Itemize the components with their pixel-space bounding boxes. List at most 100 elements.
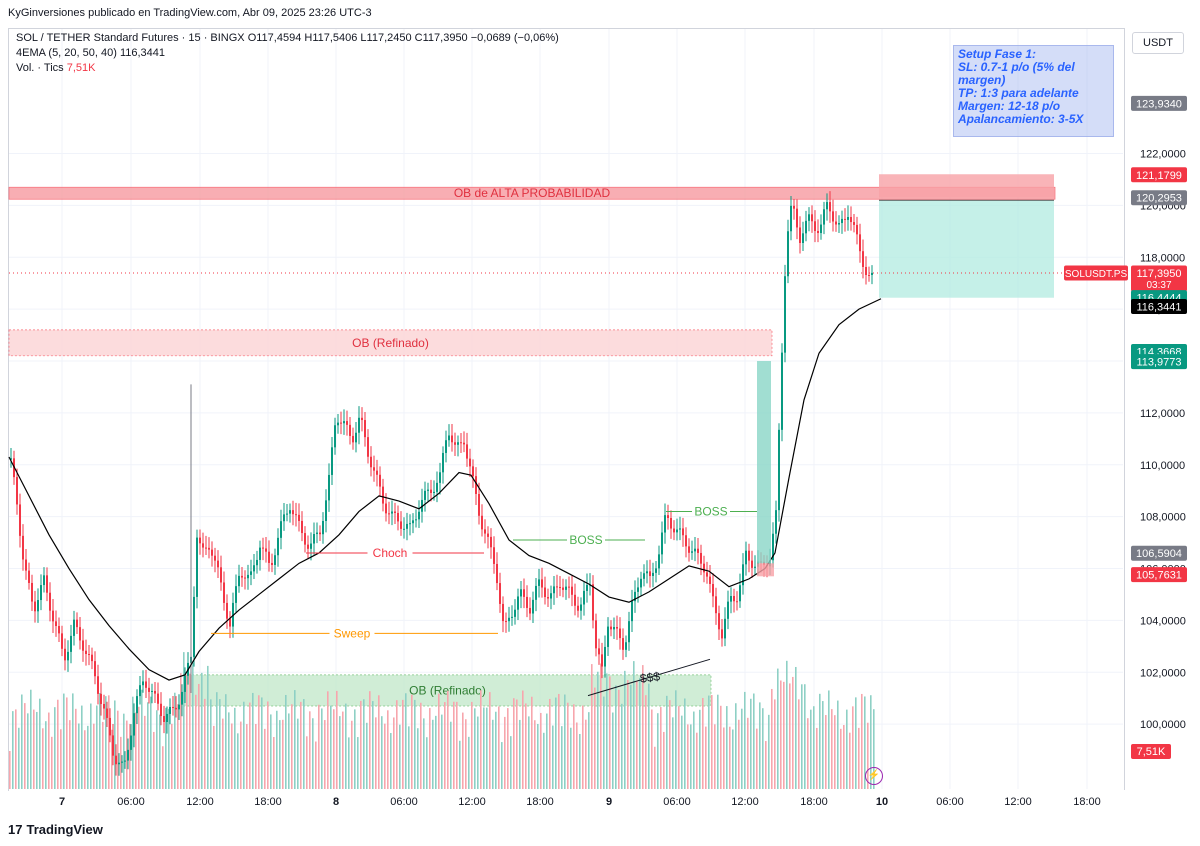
volume-bar [240,721,242,789]
currency-button[interactable]: USDT [1132,32,1184,54]
volume-bar [558,693,560,789]
volume-bar [348,737,350,789]
ema-line: 4EMA (5, 20, 50, 40) 116,3441 [16,46,559,61]
volume-bar [813,706,815,789]
candle-body [715,596,717,614]
candle-body [289,510,291,514]
volume-bar [324,720,326,789]
candle-body [373,467,375,471]
candle-body [388,513,390,515]
candle-body [418,511,420,520]
candle-body [253,565,255,572]
candle-body [409,523,411,525]
price-badge-label: 106,5904 [1136,548,1182,560]
candle-body [31,582,33,602]
candle-body [478,493,480,516]
volume-bar [186,674,188,789]
volume-bar [735,703,737,789]
volume-bar [204,698,206,789]
volume-bar [675,690,677,789]
chart-pane[interactable] [8,28,1125,791]
price-scale[interactable] [1124,28,1193,790]
candle-body [601,654,603,667]
volume-bar [300,701,302,789]
volume-bar [789,683,791,789]
candle-body [364,420,366,438]
candle-body [847,217,849,220]
candle-body [559,587,561,589]
candle-body [592,584,594,621]
volume-bar [801,684,803,789]
candle-body [238,575,240,587]
setup-note[interactable]: Setup Fase 1: SL: 0.7-1 p/o (5% del marg… [953,45,1114,137]
x-tick-label: 18:00 [800,796,828,808]
volume-bar [180,673,182,789]
candle-body [859,234,861,252]
volume-bar [492,719,494,789]
candle-body [73,619,75,636]
volume-bar [246,724,248,789]
candle-body [136,696,138,714]
volume-bar [525,703,527,789]
volume-bar [414,699,416,789]
volume-bar [828,690,830,789]
volume-bar [633,661,635,789]
candle-body [121,761,123,763]
candle-body [526,596,528,608]
volume-bar [780,680,782,789]
volume-bar [309,711,311,789]
candle-body [622,638,624,650]
tradingview-logo[interactable]: 17 TradingView [8,822,103,837]
candle-body [793,205,795,209]
volume-bar [198,683,200,789]
candle-body [256,559,258,566]
volume-bar [651,709,653,789]
volume-bar [825,715,827,789]
volume-bar [45,721,47,789]
volume-bar [138,706,140,789]
volume-bar [114,700,116,789]
candle-body [274,555,276,565]
volume-bar [864,696,866,789]
candle-body [331,447,333,475]
candle-body [397,512,399,522]
volume-bar [846,709,848,789]
annotation-label: Sweep [334,626,371,640]
candle-body [505,621,507,623]
candle-body [151,690,153,692]
volume-bar [513,698,515,789]
volume-bar [687,724,689,789]
volume-bar [264,728,266,789]
volume-bar [303,699,305,789]
candle-body [304,533,306,545]
candle-body [871,272,873,275]
volume-bar [330,705,332,789]
lightning-icon[interactable]: ⚡ [865,767,883,785]
candle-body [61,633,63,649]
candle-body [454,442,456,445]
candle-body [511,616,513,618]
volume-bar [867,722,869,789]
candle-body [724,618,726,639]
volume-bar [105,696,107,789]
candle-body [241,575,243,578]
volume-bar [360,700,362,789]
y-tick-label: 112,0000 [1140,408,1185,420]
candle-body [313,534,315,544]
volume-bar [627,680,629,789]
candle-body [148,687,150,692]
volume-bar [717,694,719,789]
volume-bar [282,719,284,789]
candle-body [343,421,345,424]
volume-bar [24,703,26,789]
candle-body [661,532,663,555]
volume-bar [438,693,440,789]
x-tick-label: 12:00 [731,796,759,808]
volume-bar [858,727,860,789]
candle-body [694,548,696,552]
volume-bar [18,727,20,789]
candle-body [139,685,141,697]
volume-bar [333,709,335,789]
candle-body [625,642,627,650]
